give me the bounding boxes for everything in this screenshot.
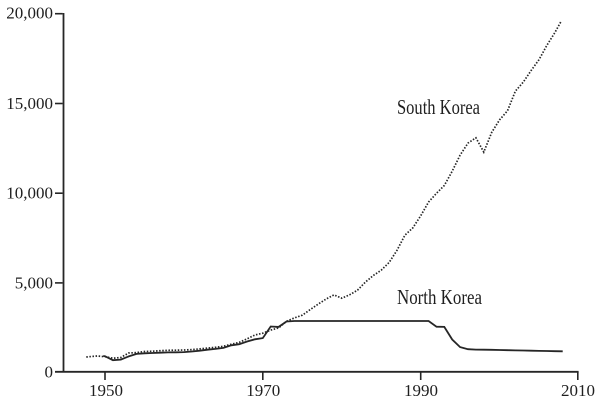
svg-text:1970: 1970: [246, 381, 280, 400]
svg-text:1950: 1950: [89, 381, 123, 400]
svg-text:20,000: 20,000: [6, 4, 53, 23]
svg-text:0: 0: [45, 363, 54, 382]
svg-text:10,000: 10,000: [6, 184, 53, 203]
svg-text:South Korea: South Korea: [397, 95, 481, 119]
svg-text:North Korea: North Korea: [397, 285, 483, 309]
svg-text:2010: 2010: [561, 381, 595, 400]
svg-text:15,000: 15,000: [6, 94, 53, 113]
svg-text:5,000: 5,000: [15, 273, 53, 292]
svg-text:1990: 1990: [404, 381, 438, 400]
